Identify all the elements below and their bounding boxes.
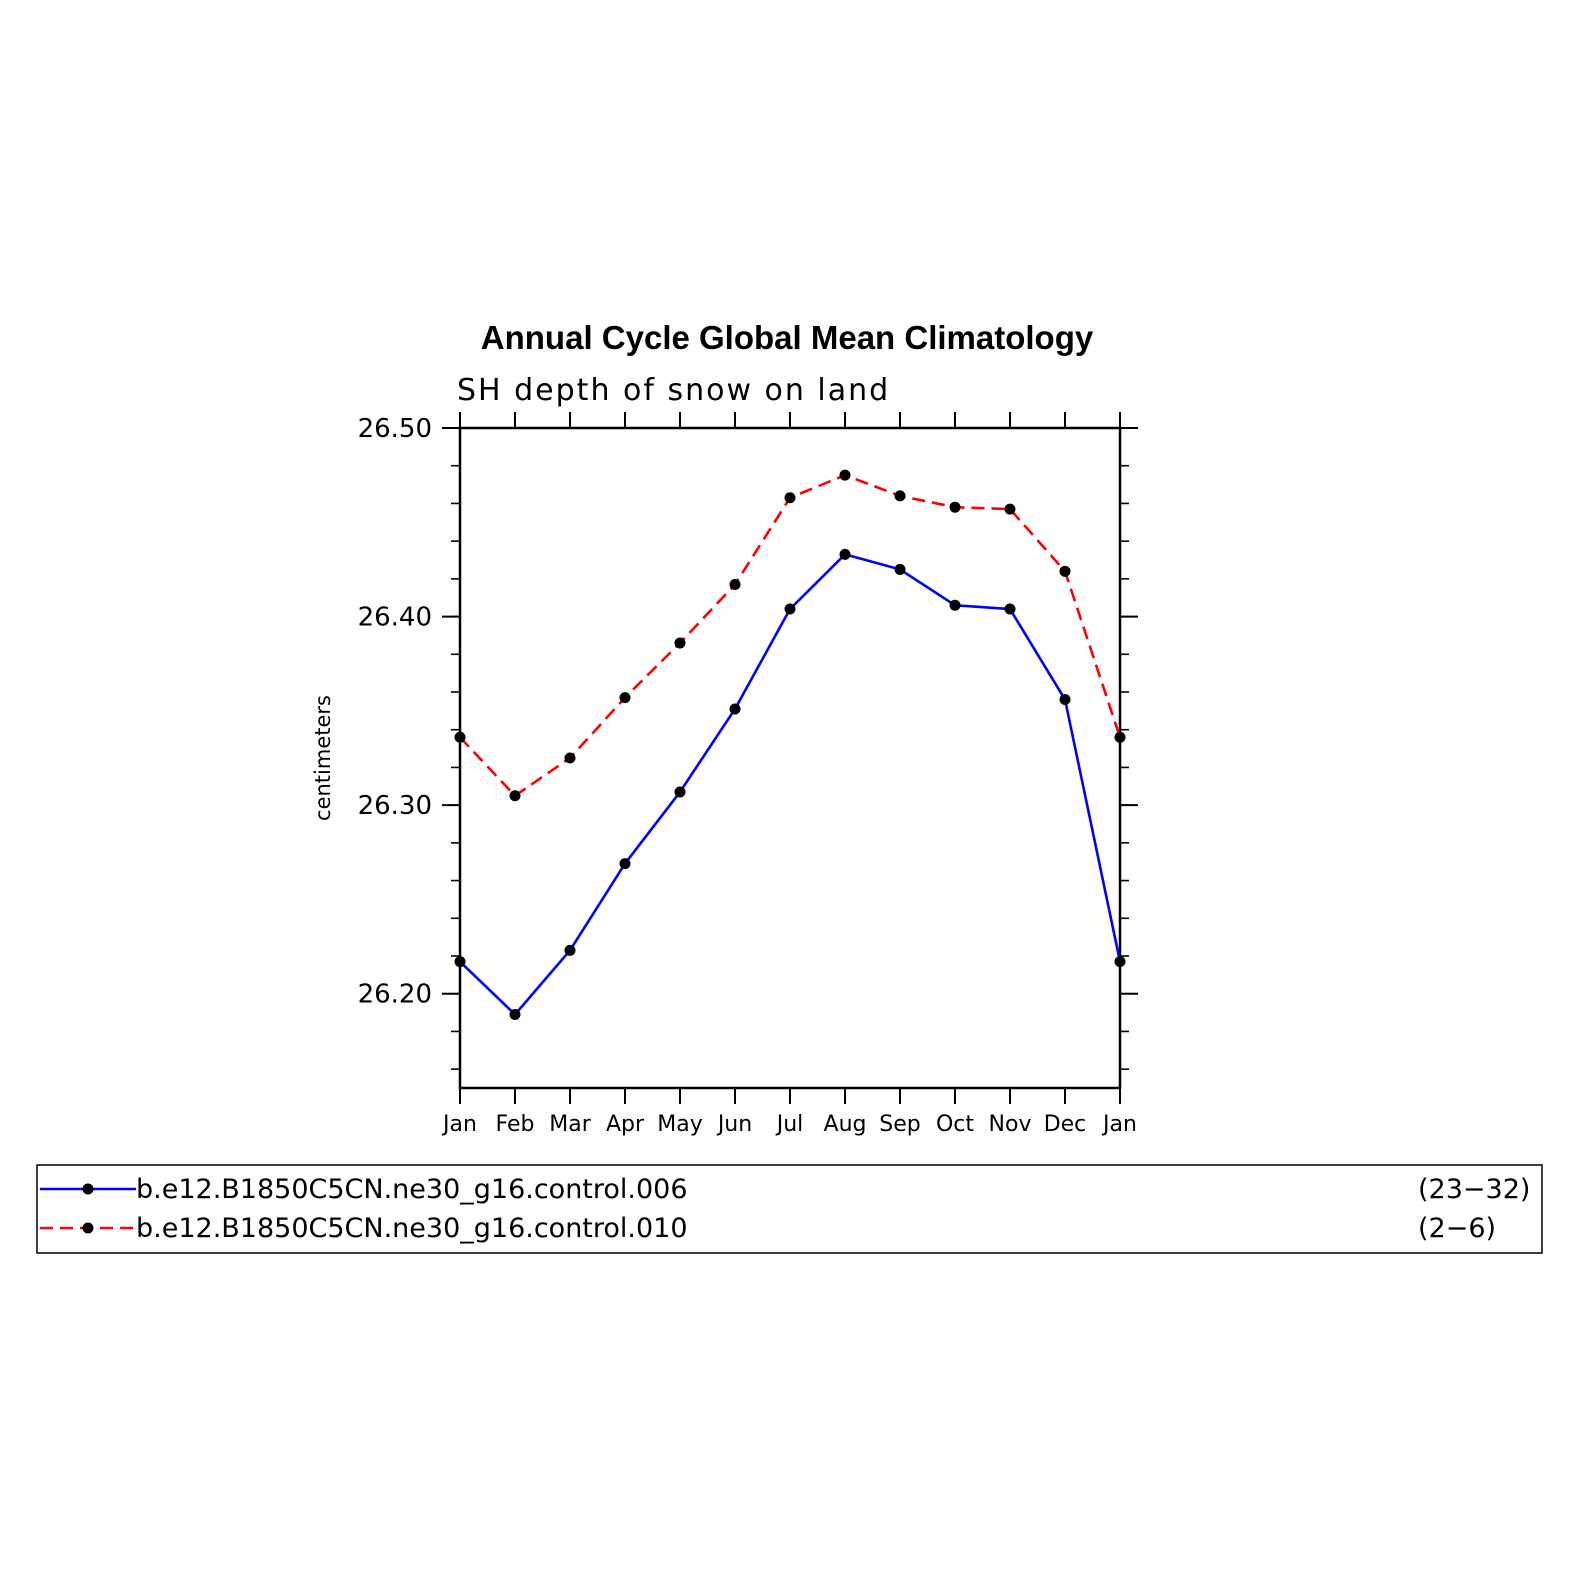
- series-1-point: [1059, 694, 1071, 706]
- series-2-point: [454, 731, 466, 743]
- series-2-point: [729, 579, 741, 591]
- y-tick-label: 26.40: [358, 603, 432, 633]
- series-points: [454, 469, 1126, 1020]
- series-1-point: [894, 563, 906, 575]
- series-lines: [459, 473, 1122, 1017]
- x-tick-label: Jul: [775, 1112, 804, 1137]
- y-tick-label: 26.20: [358, 980, 432, 1010]
- x-tick-label: Mar: [549, 1112, 591, 1137]
- x-tick-label: May: [657, 1112, 702, 1137]
- y-tick-label: 26.30: [358, 791, 432, 821]
- series-1-point: [839, 548, 851, 560]
- series-2-point: [839, 469, 851, 481]
- x-tick-label: Feb: [496, 1112, 535, 1137]
- series-2-point: [1004, 503, 1016, 515]
- axis-ticks: [442, 412, 1138, 1104]
- chart-subtitle: SH depth of snow on land: [457, 373, 890, 408]
- plot-border: [458, 426, 1122, 1090]
- legend-marker-1: [82, 1183, 94, 1195]
- legend-years-2: (2−6): [1418, 1213, 1496, 1244]
- legend-label-2: b.e12.B1850C5CN.ne30_g16.control.010: [136, 1213, 688, 1244]
- legend-box: [36, 1164, 1543, 1254]
- x-tick-label: Jun: [716, 1112, 752, 1137]
- plot-frame: [458, 426, 1122, 1090]
- series-1-point: [784, 603, 796, 615]
- x-tick-label: Oct: [936, 1112, 974, 1137]
- y-tick-labels: 26.20 26.30 26.40 26.50: [358, 414, 432, 1010]
- series-2-point: [1114, 731, 1126, 743]
- x-tick-label: Dec: [1044, 1112, 1087, 1137]
- series-1-point: [949, 599, 961, 611]
- series-2-point: [509, 790, 521, 802]
- x-tick-label: Apr: [606, 1112, 645, 1137]
- series-2-point: [619, 692, 631, 704]
- x-tick-labels: Jan Feb Mar Apr May Jun Jul Aug Sep Oct Nov Dec Jan: [441, 1112, 1137, 1137]
- series-line-2: [459, 473, 1122, 798]
- x-tick-label: Nov: [989, 1112, 1032, 1137]
- legend-label-1: b.e12.B1850C5CN.ne30_g16.control.006: [136, 1174, 688, 1205]
- series-1-point: [619, 858, 631, 870]
- series-line-1: [459, 552, 1122, 1017]
- series-2-point: [894, 490, 906, 502]
- series-1-point: [1004, 603, 1016, 615]
- series-2-point: [1059, 565, 1071, 577]
- legend: b.e12.B1850C5CN.ne30_g16.control.006 (23−…: [36, 1164, 1543, 1254]
- series-1-point: [454, 956, 466, 968]
- x-tick-label: Jan: [441, 1112, 477, 1137]
- series-1-point: [564, 944, 576, 956]
- y-tick-label: 26.50: [358, 414, 432, 444]
- series-1-point: [1114, 956, 1126, 968]
- chart-title: Annual Cycle Global Mean Climatology: [481, 319, 1094, 356]
- series-2-point: [949, 501, 961, 513]
- x-tick-label: Jan: [1101, 1112, 1137, 1137]
- x-tick-label: Sep: [879, 1112, 920, 1137]
- legend-marker-2: [82, 1222, 94, 1234]
- series-2-point: [674, 637, 686, 649]
- legend-years-1: (23−32): [1418, 1174, 1530, 1205]
- series-1-point: [509, 1008, 521, 1020]
- series-1-point: [674, 786, 686, 798]
- series-2-point: [564, 752, 576, 764]
- x-tick-label: Aug: [824, 1112, 867, 1137]
- series-1-point: [729, 703, 741, 715]
- series-2-point: [784, 492, 796, 504]
- y-axis-label: centimeters: [311, 695, 335, 821]
